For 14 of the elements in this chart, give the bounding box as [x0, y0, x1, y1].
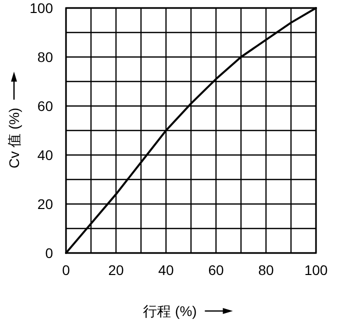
x-tick-label: 40	[158, 262, 174, 278]
y-tick-label: 80	[37, 49, 54, 65]
x-tick-label: 80	[258, 262, 274, 278]
y-tick-label: 100	[30, 0, 54, 16]
x-tick-label: 60	[208, 262, 224, 278]
y-axis-title: Cv 值 (%)	[6, 108, 22, 168]
x-tick-label: 100	[304, 262, 328, 278]
y-tick-label: 40	[37, 147, 54, 163]
x-axis-title: 行程 (%)	[143, 303, 197, 319]
x-tick-label: 0	[62, 262, 70, 278]
x-tick-label: 20	[108, 262, 124, 278]
y-tick-label: 20	[37, 196, 54, 212]
y-tick-label: 0	[45, 245, 54, 261]
y-tick-label: 60	[37, 98, 54, 114]
